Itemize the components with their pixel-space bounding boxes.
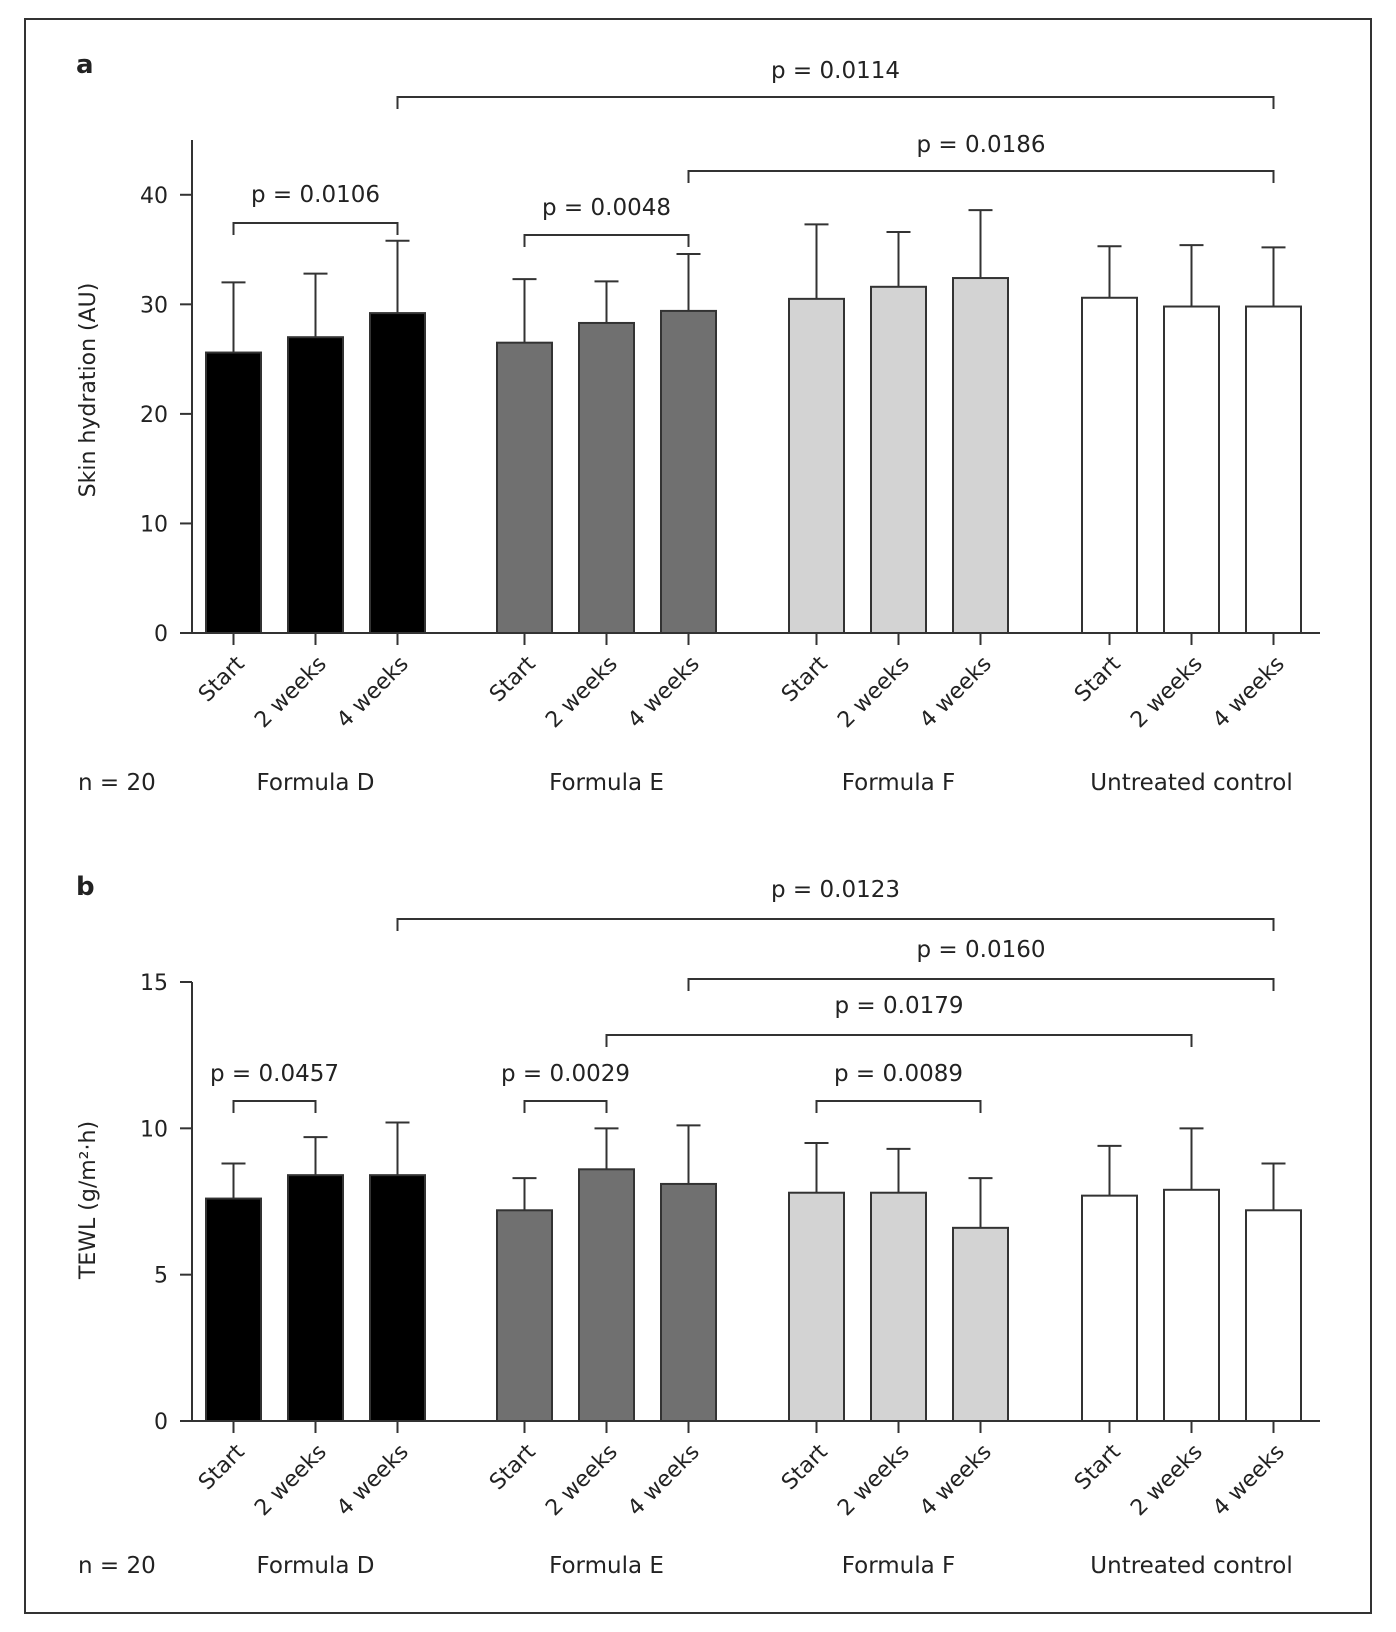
n-label: n = 20	[78, 770, 156, 796]
bar	[1163, 305, 1220, 634]
bar	[369, 312, 426, 634]
group-label: Untreated control	[1090, 1553, 1292, 1579]
bar	[1245, 305, 1302, 634]
bar	[1245, 1209, 1302, 1423]
bar	[1163, 1188, 1220, 1422]
bar	[496, 1209, 553, 1423]
y-tick-label: 0	[154, 622, 168, 647]
y-tick-label: 5	[154, 1264, 168, 1289]
significance-bracket	[605, 1034, 1193, 1047]
x-tick-label: Start	[194, 651, 250, 707]
p-value-label: p = 0.0114	[771, 58, 900, 84]
x-tick-label: 2 weeks	[833, 1440, 915, 1522]
bar	[952, 277, 1009, 634]
x-tick-label: 4 weeks	[1208, 652, 1290, 734]
group-label: Formula F	[842, 770, 956, 796]
bar	[369, 1174, 426, 1423]
p-value-label: p = 0.0179	[835, 993, 964, 1019]
significance-bracket	[687, 978, 1275, 991]
y-tick-label: 30	[140, 293, 168, 318]
significance-bracket	[523, 234, 690, 247]
x-tick-label: 2 weeks	[541, 652, 623, 734]
group-label: Formula E	[549, 1553, 664, 1579]
significance-bracket	[815, 1100, 982, 1113]
bar	[287, 336, 344, 634]
group-label: Formula D	[256, 770, 374, 796]
y-tick-label: 0	[154, 1410, 168, 1435]
y-axis-title: TEWL (g/m²·h)	[76, 1121, 101, 1280]
y-tick-label: 20	[140, 403, 168, 428]
x-tick-label: 4 weeks	[915, 1440, 997, 1522]
bar	[205, 351, 262, 634]
p-value-label: p = 0.0029	[501, 1061, 630, 1087]
significance-bracket	[232, 222, 399, 235]
bar	[578, 321, 635, 634]
bar	[870, 285, 927, 634]
bar	[287, 1174, 344, 1423]
p-value-label: p = 0.0048	[542, 195, 671, 221]
y-axis-title: Skin hydration (AU)	[76, 283, 101, 498]
n-label: n = 20	[78, 1553, 156, 1579]
bar	[1081, 296, 1138, 634]
bar	[660, 309, 717, 634]
x-tick-label: 4 weeks	[623, 1440, 705, 1522]
x-tick-label: Start	[777, 651, 833, 707]
p-value-label: p = 0.0160	[917, 937, 1046, 963]
figure-frame	[24, 18, 1372, 1614]
p-value-label: p = 0.0457	[210, 1061, 339, 1087]
x-tick-label: 2 weeks	[833, 652, 915, 734]
significance-bracket	[396, 96, 1275, 109]
x-tick-label: Start	[777, 1439, 833, 1495]
significance-bracket	[396, 918, 1275, 931]
x-tick-label: Start	[485, 1439, 541, 1495]
p-value-label: p = 0.0106	[251, 182, 380, 208]
y-tick-label: 10	[140, 512, 168, 537]
group-label: Formula E	[549, 770, 664, 796]
bar	[496, 341, 553, 634]
p-value-label: p = 0.0123	[771, 877, 900, 903]
significance-bracket	[687, 170, 1275, 183]
p-value-label: p = 0.0089	[834, 1061, 963, 1087]
group-label: Formula D	[256, 1553, 374, 1579]
x-tick-label: Start	[194, 1439, 250, 1495]
bar	[788, 297, 845, 634]
x-tick-label: 4 weeks	[623, 652, 705, 734]
x-tick-label: 2 weeks	[250, 652, 332, 734]
x-tick-label: 2 weeks	[541, 1440, 623, 1522]
significance-bracket	[523, 1100, 608, 1113]
bar	[660, 1182, 717, 1422]
y-tick-label: 40	[140, 184, 168, 209]
bar	[952, 1226, 1009, 1422]
x-tick-label: 2 weeks	[250, 1440, 332, 1522]
y-tick-label: 15	[140, 971, 168, 996]
x-tick-label: Start	[1070, 1439, 1126, 1495]
x-tick-label: 4 weeks	[332, 652, 414, 734]
panel-label: a	[76, 50, 94, 80]
x-tick-label: Start	[485, 651, 541, 707]
group-label: Untreated control	[1090, 770, 1292, 796]
x-tick-label: 4 weeks	[915, 652, 997, 734]
p-value-label: p = 0.0186	[917, 132, 1046, 158]
bar	[870, 1191, 927, 1422]
x-tick-label: 2 weeks	[1126, 1440, 1208, 1522]
group-label: Formula F	[842, 1553, 956, 1579]
bar	[788, 1191, 845, 1422]
bar	[205, 1197, 262, 1423]
significance-bracket	[232, 1100, 317, 1113]
bar	[1081, 1194, 1138, 1422]
y-tick-label: 10	[140, 1117, 168, 1142]
bar	[578, 1168, 635, 1422]
x-tick-label: 2 weeks	[1126, 652, 1208, 734]
x-tick-label: 4 weeks	[1208, 1440, 1290, 1522]
panel-label: b	[76, 872, 95, 902]
x-tick-label: Start	[1070, 651, 1126, 707]
x-tick-label: 4 weeks	[332, 1440, 414, 1522]
